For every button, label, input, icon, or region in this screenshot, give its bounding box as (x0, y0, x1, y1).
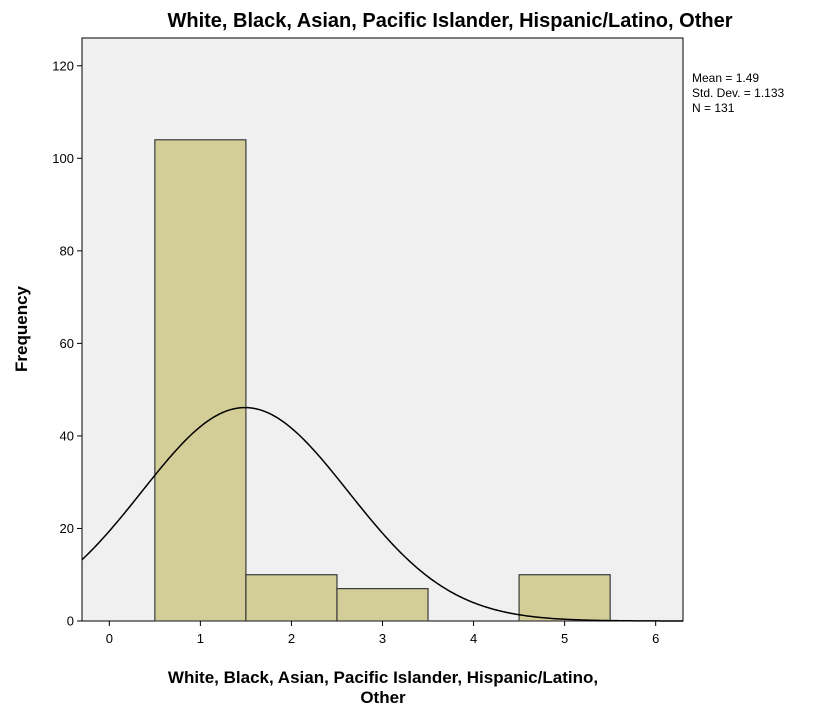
y-axis-title: Frequency (12, 285, 31, 372)
x-tick-label-6: 6 (652, 631, 659, 646)
x-tick-label-5: 5 (561, 631, 568, 646)
y-axis: 0 20 40 60 80 100 120 (52, 58, 82, 629)
y-tick-label-120: 120 (52, 58, 74, 73)
y-tick-label-60: 60 (60, 336, 74, 351)
x-tick-label-4: 4 (470, 631, 477, 646)
histogram-bar-2 (245, 574, 338, 622)
x-tick-label-0: 0 (106, 631, 113, 646)
y-tick-label-100: 100 (52, 151, 74, 166)
stat-std-dev: Std. Dev. = 1.133 (692, 86, 784, 100)
stat-mean: Mean = 1.49 (692, 71, 759, 85)
y-tick-label-0: 0 (67, 614, 74, 629)
x-axis-title-line-2: Other (360, 688, 406, 706)
x-axis: 0 1 2 3 4 5 6 (106, 621, 659, 646)
chart-title: White, Black, Asian, Pacific Islander, H… (168, 10, 733, 32)
x-tick-label-3: 3 (379, 631, 386, 646)
bars-group (154, 139, 611, 622)
histogram-bar-3 (336, 588, 429, 622)
x-tick-label-2: 2 (288, 631, 295, 646)
histogram-bar-5 (518, 574, 611, 622)
y-tick-label-20: 20 (60, 521, 74, 536)
stat-n: N = 131 (692, 101, 735, 115)
x-tick-label-1: 1 (197, 631, 204, 646)
statistics-legend: Mean = 1.49 Std. Dev. = 1.133 N = 131 (692, 71, 784, 115)
histogram-bar-1 (154, 139, 247, 622)
x-axis-title-line-1: White, Black, Asian, Pacific Islander, H… (168, 668, 598, 687)
normal-curve (81, 406, 683, 622)
y-tick-label-80: 80 (60, 243, 74, 258)
y-tick-label-40: 40 (60, 428, 74, 443)
